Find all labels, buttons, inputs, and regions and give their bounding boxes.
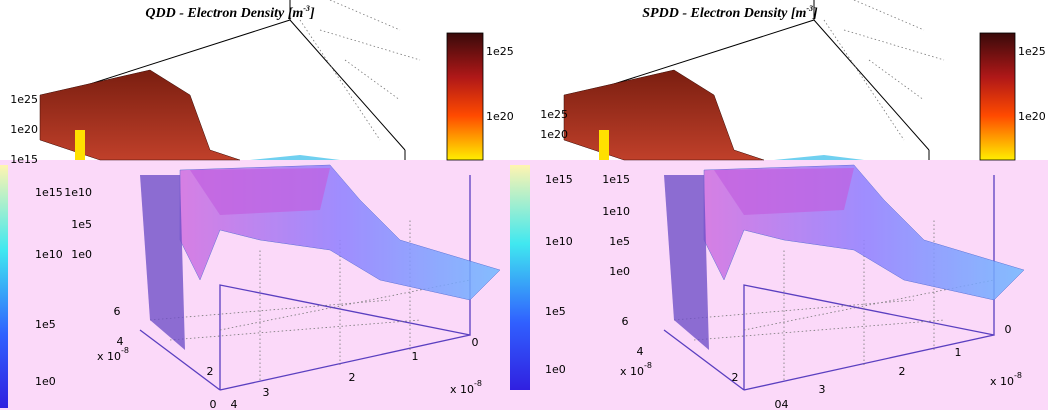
- z-tick-label: 1e25: [10, 93, 38, 106]
- surface: [75, 130, 85, 160]
- colorbar-tick-label: 1e5: [545, 305, 566, 318]
- colorbar-tick-label: 1e25: [486, 45, 514, 58]
- panel-title: SPDD - Electron Density [m-3]: [642, 4, 818, 21]
- scale-base: x 10: [97, 350, 121, 363]
- scale-exponent: -8: [1014, 371, 1022, 380]
- z-tick-label: 1e20: [10, 123, 38, 136]
- scale-exponent: -8: [121, 346, 129, 355]
- colorbar-tick-label: 1e25: [1018, 45, 1046, 58]
- x-tick-label: 2: [899, 365, 906, 378]
- colorbar-tick-label: 1e15: [35, 186, 63, 199]
- x-tick-label: 0: [1005, 323, 1012, 336]
- y-tick-label: 4: [637, 345, 644, 358]
- x-tick-label: 4: [782, 398, 789, 410]
- surface: [40, 70, 240, 160]
- grid: [300, 0, 420, 140]
- surface: [599, 130, 609, 160]
- z-tick-label: 1e15: [10, 153, 38, 166]
- surface: [774, 155, 864, 160]
- scale-base: x 10: [990, 375, 1014, 388]
- x-tick-label: 3: [263, 386, 270, 399]
- title-close: ]: [812, 6, 818, 21]
- x-tick-label: 2: [349, 371, 356, 384]
- y-tick-label: 0: [210, 398, 217, 410]
- x-tick-label: 0: [472, 336, 479, 349]
- x-tick-label: 3: [819, 383, 826, 396]
- title-close: ]: [309, 6, 315, 21]
- colorbar: [510, 165, 530, 390]
- z-tick-label: 1e20: [540, 128, 568, 141]
- title-superscript: -3: [303, 4, 310, 13]
- scale-base: x 10: [620, 365, 644, 378]
- x-tick-label: 4: [231, 398, 238, 410]
- colorbar-tick-label: 1e0: [545, 363, 566, 376]
- colorbar-tick-label: 1e0: [35, 375, 56, 388]
- colorbar-tick-label: 1e10: [35, 248, 63, 261]
- title-superscript: -3: [806, 4, 813, 13]
- colorbar: [0, 165, 8, 408]
- page: QDD - Electron Density [m-3]1e251e201e15…: [0, 0, 1048, 410]
- colorbar-tick-label: 1e5: [35, 318, 56, 331]
- title-text: QDD - Electron Density [m: [145, 6, 303, 21]
- colorbar-tick-label: 1e10: [545, 235, 573, 248]
- title-text: SPDD - Electron Density [m: [642, 6, 806, 21]
- scale-exponent: -8: [474, 379, 482, 388]
- colorbar-tick-label: 1e15: [545, 173, 573, 186]
- colorbar-tick-label: 1e20: [1018, 110, 1046, 123]
- x-tick-label: 1: [955, 346, 962, 359]
- scale-base: x 10: [450, 383, 474, 396]
- z-tick-label: 1e25: [540, 108, 568, 121]
- panel-title: QDD - Electron Density [m-3]: [145, 4, 315, 21]
- y-tick-label: 2: [732, 371, 739, 384]
- z-tick-label: 1e10: [602, 205, 630, 218]
- colorbar-tick-label: 1e20: [486, 110, 514, 123]
- z-tick-label: 1e5: [609, 235, 630, 248]
- z-tick-label: 1e10: [64, 186, 92, 199]
- x-tick-label: 1: [412, 350, 419, 363]
- grid: [824, 0, 944, 140]
- colorbar: [980, 33, 1015, 160]
- z-tick-label: 1e5: [71, 218, 92, 231]
- z-tick-label: 1e0: [609, 265, 630, 278]
- colorbar: [447, 33, 483, 160]
- y-tick-label: 6: [114, 305, 121, 318]
- z-tick-label: 1e15: [602, 173, 630, 186]
- y-tick-label: 0: [775, 398, 782, 410]
- surface: [564, 70, 764, 160]
- y-tick-label: 2: [207, 365, 214, 378]
- surface: [250, 155, 340, 160]
- scale-exponent: -8: [644, 361, 652, 370]
- y-tick-label: 6: [622, 315, 629, 328]
- figure: QDD - Electron Density [m-3]1e251e201e15…: [0, 0, 1048, 410]
- z-tick-label: 1e0: [71, 248, 92, 261]
